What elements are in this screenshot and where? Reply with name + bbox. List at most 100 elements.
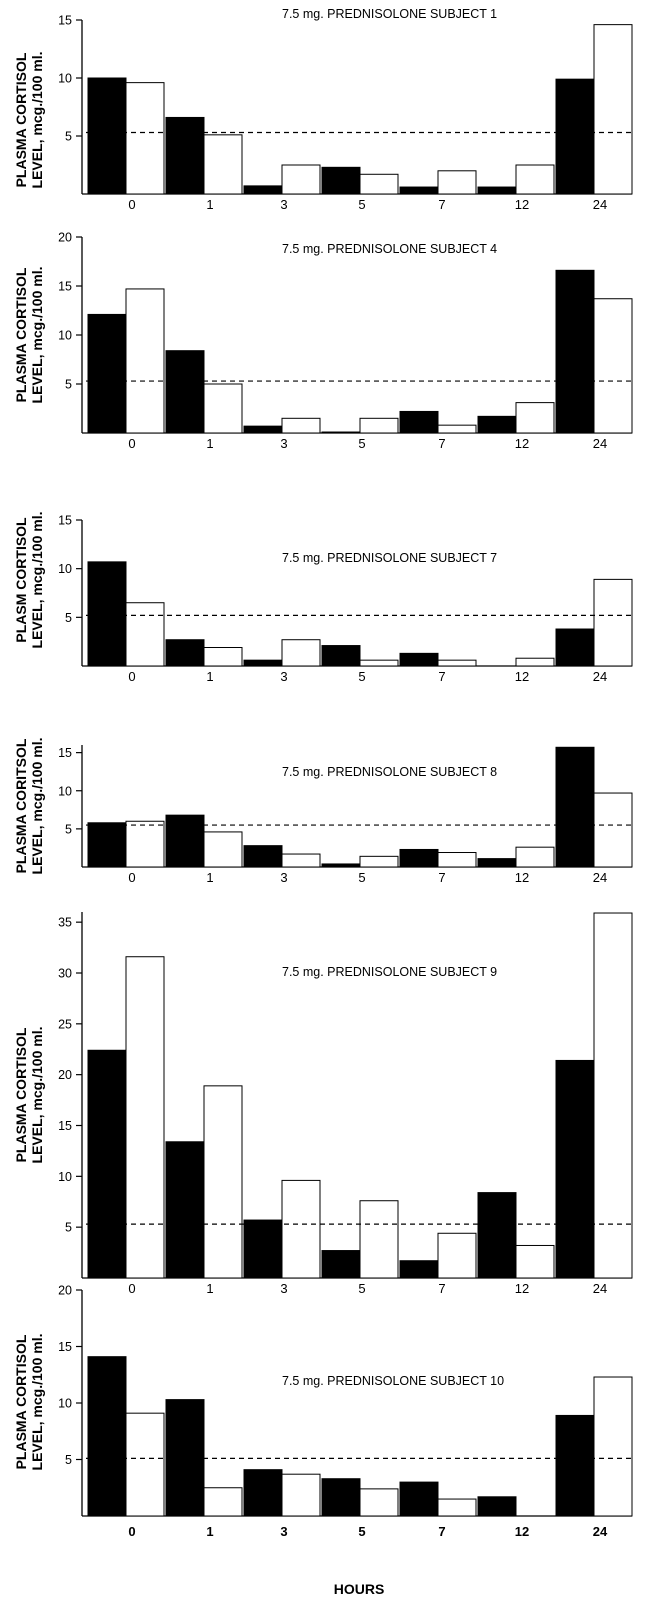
- chart-title: 7.5 mg. PREDNISOLONE SUBJECT 1: [282, 7, 497, 21]
- y-tick-label: 10: [58, 1170, 72, 1184]
- y-tick-label: 10: [58, 562, 72, 576]
- filled-bar-5h: [321, 1478, 361, 1517]
- filled-bar-5h: [321, 1250, 361, 1279]
- x-tick-label: 0: [128, 669, 135, 684]
- y-axis-label-line-1: PLASMA CORTISOL: [13, 1334, 29, 1469]
- open-bar-3h: [281, 417, 321, 434]
- open-bar-0h: [125, 820, 165, 868]
- x-tick-label: 12: [515, 870, 529, 885]
- open-bar-7h: [437, 170, 477, 195]
- y-tick-label: 20: [58, 231, 72, 245]
- open-bar-1h: [203, 1487, 243, 1517]
- x-tick-label: 1: [206, 669, 213, 684]
- open-bar-5h: [359, 1200, 399, 1279]
- filled-bar-24h: [555, 1059, 595, 1279]
- filled-bar-12h: [477, 186, 517, 195]
- filled-bar-12h: [477, 1496, 517, 1517]
- open-bar-24h: [593, 792, 633, 868]
- filled-bar-3h: [243, 1469, 283, 1517]
- chart-panel-6: 7.5 mg. PREDNISOLONE SUBJECT 10 PLASMA CO…: [13, 1284, 633, 1539]
- open-bar-0h: [125, 602, 165, 667]
- x-tick-label: 12: [515, 436, 529, 451]
- open-bar-24h: [593, 24, 633, 195]
- y-tick-label: 5: [65, 378, 72, 392]
- filled-bar-12h: [477, 858, 517, 868]
- filled-bar-3h: [243, 185, 283, 195]
- x-tick-label: 1: [206, 870, 213, 885]
- filled-bar-1h: [165, 350, 205, 434]
- x-tick-label: 3: [280, 1281, 287, 1296]
- open-bar-1h: [203, 383, 243, 434]
- open-bar-12h: [515, 1244, 555, 1279]
- chart-title: 7.5 mg. PREDNISOLONE SUBJECT 10: [282, 1374, 504, 1388]
- open-bar-12h: [515, 657, 555, 667]
- open-bar-7h: [437, 424, 477, 434]
- y-axis-label-line-2: LEVEL, mcg./100 ml.: [29, 267, 45, 404]
- x-tick-label: 1: [206, 197, 213, 212]
- open-bar-0h: [125, 1412, 165, 1517]
- x-tick-label: 3: [280, 669, 287, 684]
- y-axis-label-line-1: PLASMA CORTISOL: [13, 1027, 29, 1162]
- y-axis-label-line-1: PLASM CORTISOL: [13, 517, 29, 643]
- open-bar-3h: [281, 1473, 321, 1517]
- open-bar-3h: [281, 164, 321, 195]
- open-bar-7h: [437, 852, 477, 868]
- y-axis-label-line-1: PLASMA CORTISOL: [13, 267, 29, 402]
- x-tick-label: 5: [358, 1524, 365, 1539]
- open-bar-24h: [593, 578, 633, 667]
- y-tick-label: 10: [58, 1397, 72, 1411]
- filled-bar-3h: [243, 425, 283, 434]
- filled-bar-5h: [321, 863, 361, 868]
- x-tick-label: 12: [515, 1281, 529, 1296]
- filled-bar-5h: [321, 431, 361, 434]
- open-bar-3h: [281, 639, 321, 667]
- filled-bar-1h: [165, 116, 205, 195]
- x-tick-label: 12: [515, 669, 529, 684]
- y-tick-label: 5: [65, 1221, 72, 1235]
- chart-panel-3: 7.5 mg. PREDNISOLONE SUBJECT 7 PLASM CORT…: [13, 512, 633, 684]
- filled-bar-7h: [399, 1260, 439, 1279]
- y-tick-label: 10: [58, 72, 72, 86]
- y-axis-label-line-2: LEVEL, mcg./100 ml.: [29, 1334, 45, 1471]
- x-tick-label: 5: [358, 669, 365, 684]
- x-tick-label: 3: [280, 870, 287, 885]
- open-bar-0h: [125, 288, 165, 434]
- filled-bar-0h: [87, 1049, 127, 1279]
- x-tick-label: 7: [438, 197, 445, 212]
- filled-bar-12h: [477, 415, 517, 434]
- chart-panel-1: 7.5 mg. PREDNISOLONE SUBJECT 1 PLASMA COR…: [13, 7, 633, 212]
- filled-bar-7h: [399, 848, 439, 868]
- filled-bar-12h: [477, 1192, 517, 1279]
- y-axis-label-line-1: PLASMA CORTISOL: [13, 52, 29, 187]
- x-tick-label: 5: [358, 197, 365, 212]
- x-tick-label: 5: [358, 436, 365, 451]
- chart-title: 7.5 mg. PREDNISOLONE SUBJECT 4: [282, 242, 497, 256]
- y-axis-label-line-2: LEVEL, mcg./100 ml.: [29, 52, 45, 189]
- open-bar-0h: [125, 82, 165, 195]
- y-tick-label: 5: [65, 1453, 72, 1467]
- y-axis-label-line-2: LEVEL, mcg./100 ml.: [29, 512, 45, 649]
- y-tick-label: 5: [65, 130, 72, 144]
- x-tick-label: 0: [128, 436, 135, 451]
- x-tick-label: 12: [515, 197, 529, 212]
- open-bar-5h: [359, 855, 399, 868]
- y-tick-label: 25: [58, 1017, 72, 1031]
- x-tick-label: 1: [206, 1524, 213, 1539]
- y-tick-label: 20: [58, 1068, 72, 1082]
- y-tick-label: 15: [58, 1119, 72, 1133]
- x-tick-label: 1: [206, 436, 213, 451]
- x-tick-label: 24: [593, 197, 607, 212]
- x-tick-label: 3: [280, 1524, 287, 1539]
- y-tick-label: 15: [58, 14, 72, 28]
- x-tick-label: 0: [128, 870, 135, 885]
- y-tick-label: 10: [58, 784, 72, 798]
- open-bar-1h: [203, 647, 243, 667]
- filled-bar-0h: [87, 77, 127, 195]
- open-bar-5h: [359, 173, 399, 195]
- open-bar-0h: [125, 956, 165, 1279]
- x-tick-label: 0: [128, 1281, 135, 1296]
- open-bar-12h: [515, 402, 555, 434]
- x-tick-label: 7: [438, 1281, 445, 1296]
- chart-title: 7.5 mg. PREDNISOLONE SUBJECT 9: [282, 965, 497, 979]
